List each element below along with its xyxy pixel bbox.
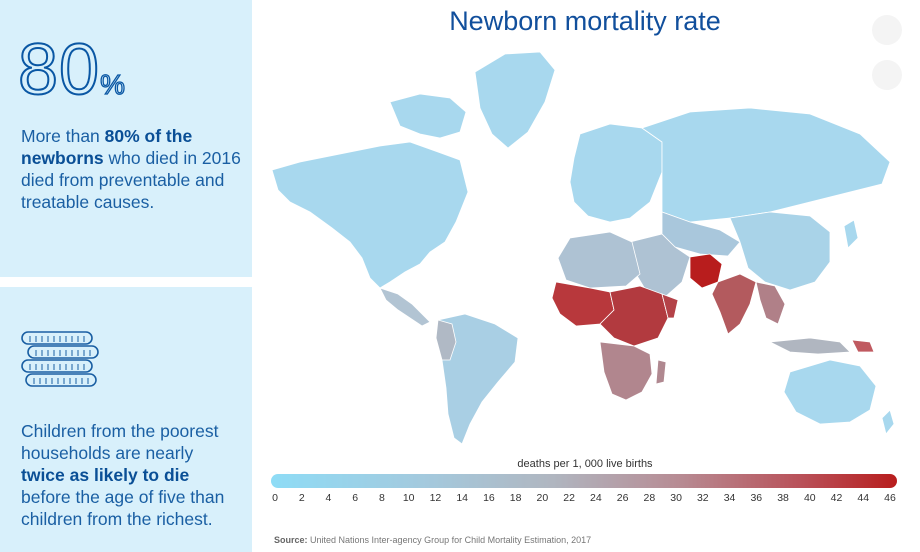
zoom-in-button[interactable] — [872, 15, 902, 45]
map-title: Newborn mortality rate — [449, 6, 721, 36]
legend-tick-label: 22 — [563, 492, 575, 504]
legend-tick-label: 40 — [803, 492, 816, 504]
region-india — [711, 273, 757, 335]
legend-tick-label: 0 — [272, 492, 278, 504]
legend-tick-label: 8 — [379, 492, 385, 504]
legend-tick-label: 34 — [723, 492, 736, 504]
legend-tick-label: 44 — [857, 492, 870, 504]
legend-tick-label: 12 — [429, 492, 442, 504]
region-russia — [641, 107, 891, 223]
stat-card-poverty: Children from the poorest households are… — [0, 287, 252, 552]
stat-text-bold: 80% of the newborns — [21, 126, 193, 168]
region-new-zealand — [881, 409, 895, 435]
region-north-america — [271, 141, 469, 289]
stat-text-bold: twice as likely to die — [21, 465, 190, 485]
region-madagascar — [655, 359, 667, 385]
region-north-africa — [557, 231, 641, 289]
region-central-africa — [599, 285, 669, 347]
stat-description: Children from the poorest households are… — [21, 420, 241, 530]
legend-tick-label: 36 — [750, 492, 763, 504]
world-choropleth-map[interactable] — [270, 42, 900, 454]
stat-percent-sign: % — [99, 68, 125, 100]
source-text: United Nations Inter-agency Group for Ch… — [307, 535, 592, 545]
zoom-out-button[interactable] — [872, 60, 902, 90]
region-papua — [851, 339, 875, 353]
region-south-america — [435, 313, 519, 445]
stat-number: 80 — [17, 30, 101, 110]
source-label: Source: — [274, 535, 308, 545]
legend-tick-label: 42 — [830, 492, 843, 504]
legend-color-scale — [271, 474, 897, 488]
big-statistic: 80% — [17, 33, 126, 107]
legend-tick-label: 20 — [536, 492, 549, 504]
region-china — [729, 211, 831, 291]
legend-tick-label: 10 — [402, 492, 415, 504]
region-andes-west — [435, 319, 457, 361]
legend-tick-label: 32 — [696, 492, 709, 504]
region-indonesia — [768, 337, 851, 355]
region-greenland — [474, 51, 556, 149]
region-middle-east — [629, 233, 691, 298]
legend-tick-label: 4 — [325, 492, 332, 504]
legend-tick-label: 38 — [777, 492, 789, 504]
region-horn-of-africa — [661, 293, 679, 319]
region-canada-islands — [389, 93, 467, 139]
stat-text-part: who died in 2016 died from preventable a… — [21, 148, 241, 212]
region-southeast-asia — [755, 281, 786, 325]
legend-tick-label: 30 — [670, 492, 682, 504]
stat-text-part: More than — [21, 126, 105, 146]
region-australia — [783, 359, 877, 425]
legend-tick-label: 46 — [884, 492, 896, 504]
legend-title: deaths per 1, 000 live births — [517, 458, 653, 470]
legend-tick-label: 26 — [616, 492, 629, 504]
legend-tick-label: 24 — [590, 492, 602, 504]
stat-card-newborn-deaths: 80% More than 80% of the newborns who di… — [0, 0, 252, 277]
legend-tick-label: 2 — [298, 492, 305, 504]
region-southern-africa — [599, 341, 653, 401]
legend-tick-label: 16 — [483, 492, 495, 504]
source-note: Source: United Nations Inter-agency Grou… — [274, 535, 591, 545]
coins-icon — [21, 331, 99, 387]
region-central-america — [379, 287, 431, 327]
region-europe — [569, 123, 663, 223]
stat-description: More than 80% of the newborns who died i… — [21, 125, 241, 213]
region-japan — [843, 219, 859, 249]
legend-tick-label: 6 — [352, 492, 359, 504]
legend-tick-label: 28 — [643, 492, 656, 504]
stat-text-part: before the age of five than children fro… — [21, 487, 225, 529]
stat-text-part: Children from the poorest households are… — [21, 421, 219, 463]
legend-tick-label: 14 — [456, 492, 469, 504]
legend-tick-label: 18 — [509, 492, 522, 504]
